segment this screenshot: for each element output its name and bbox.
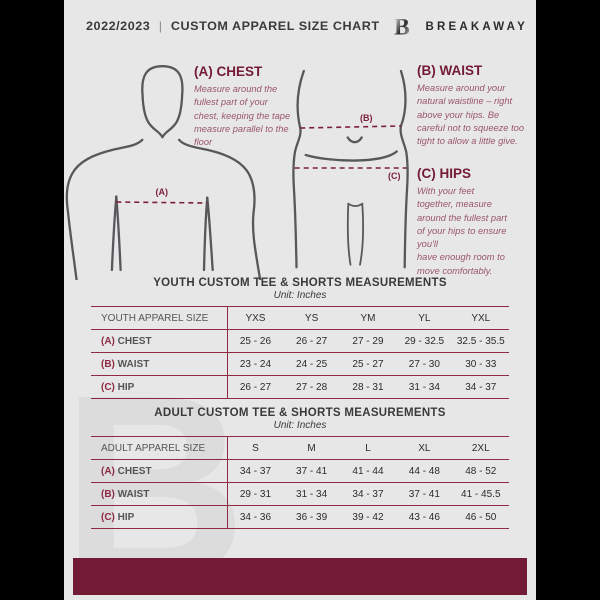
svg-text:(C): (C) <box>388 171 401 181</box>
svg-text:B: B <box>394 15 410 41</box>
svg-text:(B): (B) <box>360 113 373 123</box>
svg-text:(A): (A) <box>156 187 169 197</box>
